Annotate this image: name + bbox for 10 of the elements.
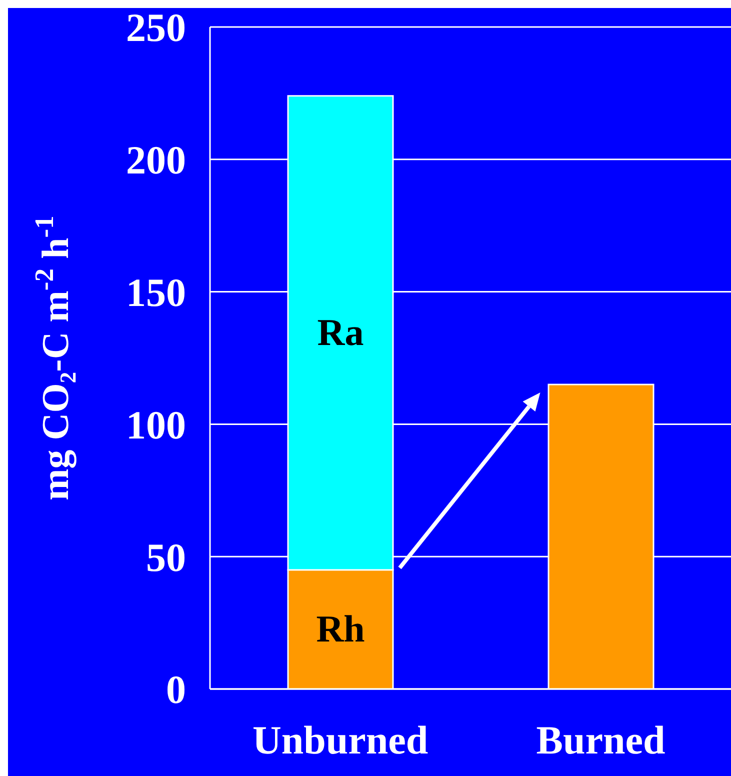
x-tick-label: Burned	[536, 717, 666, 762]
y-tick-label: 0	[166, 667, 186, 712]
y-tick-label: 150	[126, 270, 186, 315]
y-tick-label: 100	[126, 402, 186, 448]
series-label: Rh	[316, 608, 365, 650]
y-tick-label: 250	[126, 5, 186, 50]
y-tick-label: 50	[146, 534, 186, 580]
x-tick-label: Unburned	[252, 717, 428, 762]
y-tick-label: 200	[126, 138, 186, 183]
series-label: Ra	[317, 312, 364, 354]
